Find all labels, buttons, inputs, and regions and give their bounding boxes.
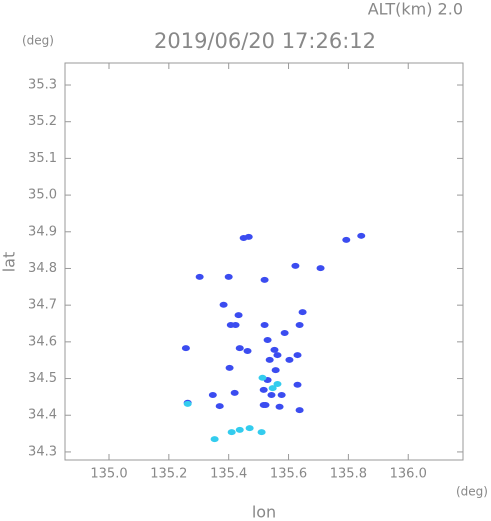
echo-point	[273, 381, 282, 388]
chart-subtitle: ALT(km) 2.0	[368, 0, 463, 19]
x-tick-label: 135.4	[210, 467, 247, 482]
echo-point	[295, 321, 304, 328]
echo-point	[195, 273, 204, 280]
x-tick-label: 135.8	[330, 467, 367, 482]
x-tick-label: 135.6	[270, 467, 307, 482]
echo-point	[342, 236, 351, 243]
echo-point	[357, 232, 366, 239]
y-tick-label: 34.5	[28, 371, 57, 386]
echo-point	[260, 276, 269, 283]
echo-point	[208, 392, 217, 399]
echo-point	[267, 392, 276, 399]
echo-point	[265, 356, 274, 363]
chart-title: 2019/06/20 17:26:12	[154, 29, 376, 53]
echo-point	[245, 425, 254, 432]
echo-point	[235, 345, 244, 352]
echo-point	[219, 301, 228, 308]
echo-point	[227, 429, 236, 436]
echo-point	[273, 352, 282, 359]
x-tick-label: 135.0	[90, 467, 127, 482]
echo-point	[295, 407, 304, 414]
echo-point	[293, 352, 302, 359]
echo-point	[224, 273, 233, 280]
echo-point	[268, 385, 277, 392]
echo-point	[293, 381, 302, 388]
echo-point	[298, 309, 307, 316]
echo-point	[235, 426, 244, 433]
echo-point	[260, 321, 269, 328]
plot-frame	[64, 62, 464, 461]
y-tick-label: 34.6	[28, 334, 57, 349]
echo-point	[257, 429, 266, 436]
echo-point	[183, 400, 192, 407]
echo-point	[316, 265, 325, 272]
y-axis-label: lat	[0, 252, 19, 273]
y-unit: (deg)	[22, 34, 54, 48]
echo-point	[230, 389, 239, 396]
echo-point	[225, 364, 234, 371]
y-tick-label: 35.0	[28, 188, 57, 203]
echo-point	[243, 348, 252, 355]
x-tick-label: 135.2	[150, 467, 187, 482]
y-tick-label: 34.3	[28, 444, 57, 459]
echo-point	[215, 403, 224, 410]
x-unit: (deg)	[456, 485, 488, 499]
echo-point	[291, 262, 300, 269]
x-tick-label: 136.0	[390, 467, 427, 482]
echo-point	[280, 330, 289, 337]
echo-point	[259, 401, 268, 408]
echo-point	[263, 337, 272, 344]
y-tick-label: 34.4	[28, 408, 57, 423]
echo-point	[259, 386, 268, 393]
echo-point	[270, 346, 279, 353]
x-axis-label: lon	[252, 503, 276, 521]
echo-point	[277, 392, 286, 399]
y-tick-label: 35.3	[28, 78, 57, 93]
y-tick-label: 34.7	[28, 298, 57, 313]
echo-point	[275, 403, 284, 410]
echo-point	[210, 436, 219, 443]
echo-point	[234, 312, 243, 319]
echo-point	[271, 367, 280, 374]
y-tick-label: 34.8	[28, 261, 57, 276]
y-tick-label: 34.9	[28, 224, 57, 239]
y-tick-label: 35.1	[28, 151, 57, 166]
y-tick-label: 35.2	[28, 114, 57, 129]
echo-point	[181, 345, 190, 352]
echo-point	[285, 356, 294, 363]
echo-point	[258, 374, 267, 381]
echo-point	[226, 321, 235, 328]
echo-point	[239, 235, 248, 242]
